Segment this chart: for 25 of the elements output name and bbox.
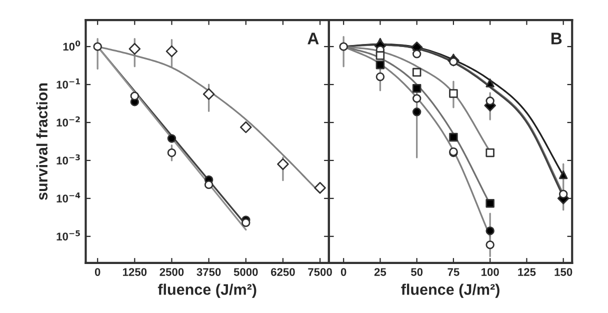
x-tick-label: 150 [554,268,572,276]
x-tick-label: 6250 [271,268,295,276]
x-tick-label: 25 [374,268,386,276]
y-tick-label: 10$^{−1}$ [56,78,80,89]
x-tick-label: 0 [94,268,100,276]
y-tick-label: 10$^{−4}$ [56,192,80,202]
y-tick-label: 10$^{0}$ [63,40,80,51]
x-axis-title: fluence (J/m²) [401,284,500,298]
x-tick-label: 1250 [123,268,147,276]
y-axis-title: survival fraction [36,83,48,200]
x-tick-label: 125 [518,268,536,276]
x-tick-label: 0 [340,268,346,276]
annotation: A [308,32,319,44]
x-tick-label: 75 [448,268,460,276]
x-axis-title: fluence (J/m²) [158,284,256,298]
y-tick-label: 10$^{−5}$ [56,230,80,240]
x-tick-label: 3750 [196,268,221,276]
y-tick-label: 10$^{−2}$ [56,116,80,127]
x-tick-label: 5000 [234,268,258,276]
x-tick-label: 50 [410,268,423,276]
x-tick-label: 7500 [308,268,332,276]
annotation: B [551,32,562,44]
x-tick-label: 100 [482,268,499,276]
x-tick-label: 2500 [160,268,184,276]
y-tick-label: 10$^{−3}$ [56,154,80,165]
